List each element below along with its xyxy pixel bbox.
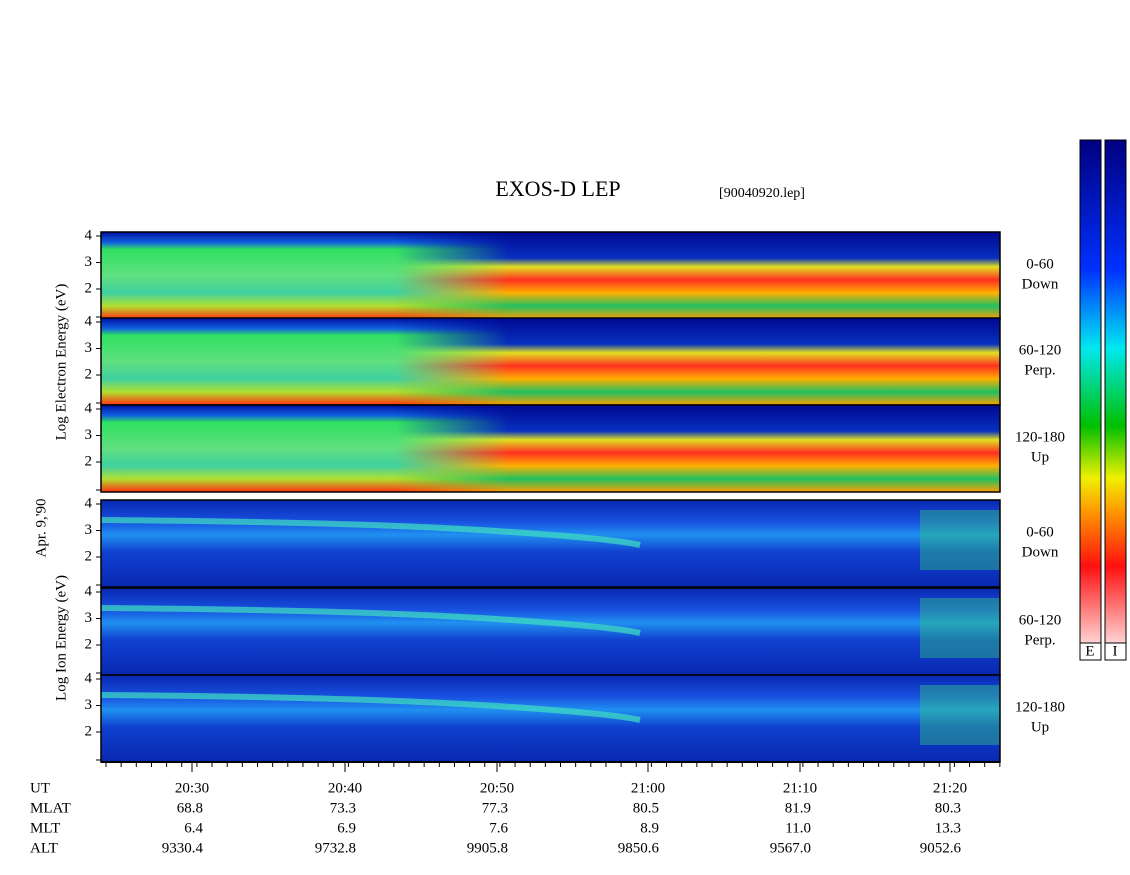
panel-frame — [100, 404, 1001, 493]
column-value: 11.0 — [785, 820, 811, 836]
panel-angle: 0-60 — [1026, 524, 1054, 540]
y-tick-label: 3 — [85, 340, 93, 356]
y-tick-label: 2 — [85, 723, 93, 739]
y-tick-label: 2 — [85, 636, 93, 652]
panel-angle: 120-180 — [1015, 429, 1065, 445]
y-tick-label: 3 — [85, 522, 93, 538]
y-tick-label: 4 — [85, 495, 93, 511]
panels: 2 3 4 0-60 Down 2 3 4 60-120 Perp. 2 3 4 120-180 Up 2 3 4… — [85, 227, 1065, 763]
column-value: 81.9 — [785, 800, 811, 816]
column-value: 8.9 — [640, 820, 659, 836]
colorbar-label-box — [1104, 642, 1127, 661]
ion-band — [100, 605, 641, 636]
column-value: 68.8 — [177, 800, 203, 816]
row-label: UT — [30, 780, 50, 796]
spectrogram — [101, 500, 1000, 587]
column-value: 21:20 — [933, 780, 967, 796]
panel-direction: Down — [1022, 276, 1059, 292]
ion-patch — [920, 598, 1000, 658]
colorbar — [1079, 139, 1102, 661]
y-tick-label: 2 — [85, 280, 93, 296]
y-tick-label: 3 — [85, 697, 93, 713]
time-axis-labels: UT MLAT MLT ALT 20:30 68.8 6.4 9330.4 20:40 73.3 6… — [30, 762, 1001, 856]
y-tick-label: 4 — [85, 400, 93, 416]
panel-direction: Up — [1031, 719, 1049, 735]
column-value: 6.4 — [184, 820, 203, 836]
column-value: 9850.6 — [618, 840, 660, 856]
column-value: 20:30 — [175, 780, 209, 796]
panel-frame — [100, 499, 1001, 588]
file-name: [90040920.lep] — [719, 186, 805, 201]
y-tick-label: 4 — [85, 313, 93, 329]
column-value: 9905.8 — [467, 840, 508, 856]
y-tick-label: 2 — [85, 366, 93, 382]
column-value: 21:00 — [631, 780, 665, 796]
panel-angle: 120-180 — [1015, 699, 1065, 715]
column-value: 80.5 — [633, 800, 659, 816]
row-label: MLT — [30, 820, 60, 836]
y-tick-label: 3 — [85, 610, 93, 626]
spectrogram — [101, 675, 1000, 762]
ion-band — [100, 692, 641, 723]
column-value: 7.6 — [489, 820, 508, 836]
y-tick-label: 4 — [85, 227, 93, 243]
panel-angle: 60-120 — [1019, 612, 1062, 628]
column-value: 21:10 — [783, 780, 817, 796]
column-value: 9567.0 — [770, 840, 811, 856]
column-value: 9330.4 — [162, 840, 204, 856]
spectrogram-overlay — [101, 405, 1000, 492]
column-value: 80.3 — [935, 800, 961, 816]
column-value: 6.9 — [337, 820, 356, 836]
spectrogram — [101, 588, 1000, 675]
colorbar-label: E — [1085, 643, 1094, 659]
colorbar-label: I — [1113, 643, 1118, 659]
row-label: MLAT — [30, 800, 71, 816]
column-value: 9732.8 — [315, 840, 356, 856]
panel-direction: Perp. — [1024, 632, 1055, 648]
spectrogram-overlay — [101, 318, 1000, 405]
column-value: 73.3 — [330, 800, 356, 816]
column-value: 13.3 — [935, 820, 961, 836]
panel-direction: Up — [1031, 449, 1049, 465]
panel-angle: 0-60 — [1026, 256, 1054, 272]
panel-angle: 60-120 — [1019, 342, 1062, 358]
y-tick-label: 4 — [85, 583, 93, 599]
ion-patch — [920, 510, 1000, 570]
ion-axis-label: Log Ion Energy (eV) — [53, 575, 69, 701]
panel-direction: Down — [1022, 544, 1059, 560]
row-label: ALT — [30, 840, 58, 856]
colorbar-label-box — [1079, 642, 1102, 661]
y-tick-label: 2 — [85, 453, 93, 469]
date-label: Apr. 9,'90 — [33, 499, 49, 558]
column-value: 20:40 — [328, 780, 362, 796]
y-tick-label: 4 — [85, 670, 93, 686]
y-tick-label: 3 — [85, 254, 93, 270]
column-value: 20:50 — [480, 780, 514, 796]
electron-axis-label: Log Electron Energy (eV) — [53, 284, 69, 441]
title: EXOS-D LEP — [495, 176, 620, 201]
y-tick-label: 3 — [85, 427, 93, 443]
panel-direction: Perp. — [1024, 362, 1055, 378]
column-value: 77.3 — [482, 800, 508, 816]
y-tick-label: 2 — [85, 548, 93, 564]
ion-patch — [920, 685, 1000, 745]
ion-band — [100, 517, 641, 548]
column-value: 9052.6 — [920, 840, 962, 856]
colorbar — [1104, 139, 1127, 661]
spectrogram-overlay — [101, 232, 1000, 319]
